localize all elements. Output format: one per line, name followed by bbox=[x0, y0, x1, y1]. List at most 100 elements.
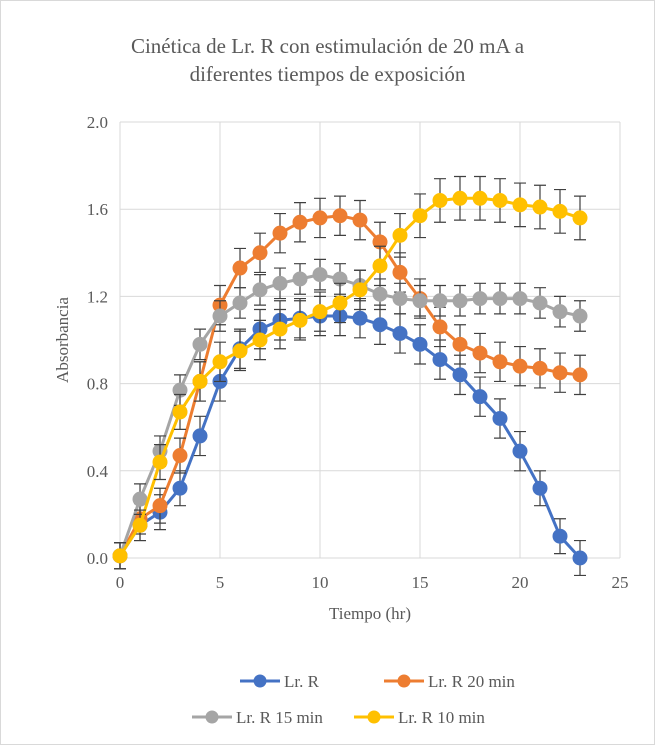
legend-label: Lr. R 20 min bbox=[428, 672, 515, 691]
data-point bbox=[452, 367, 468, 383]
data-point bbox=[392, 325, 408, 341]
series-line bbox=[118, 196, 581, 557]
data-point bbox=[232, 260, 248, 276]
data-point bbox=[432, 319, 448, 335]
data-point bbox=[412, 293, 428, 309]
data-point bbox=[372, 317, 388, 333]
legend-item: Lr. R 20 min bbox=[384, 672, 515, 691]
y-tick-label: 0.4 bbox=[87, 462, 109, 481]
data-point bbox=[492, 192, 508, 208]
legend-item: Lr. R 15 min bbox=[192, 708, 323, 727]
data-point bbox=[272, 275, 288, 291]
legend-item: Lr. R 10 min bbox=[354, 708, 485, 727]
data-point bbox=[452, 336, 468, 352]
chart-title-line1: Cinética de Lr. R con estimulación de 20… bbox=[130, 34, 525, 58]
data-point bbox=[172, 404, 188, 420]
y-tick-label: 1.2 bbox=[87, 287, 108, 306]
x-axis-ticks: 0 5 10 15 20 25 bbox=[116, 573, 629, 592]
series-3 bbox=[112, 175, 588, 570]
legend-item: Lr. R bbox=[240, 672, 320, 691]
data-point bbox=[292, 312, 308, 328]
data-point bbox=[572, 308, 588, 324]
series-line bbox=[118, 214, 581, 557]
chart-title-line2: diferentes tiempos de exposición bbox=[189, 62, 466, 86]
data-point bbox=[532, 199, 548, 215]
data-point bbox=[332, 295, 348, 311]
data-point bbox=[392, 291, 408, 307]
data-point bbox=[172, 448, 188, 464]
legend-marker bbox=[205, 710, 219, 724]
data-point bbox=[132, 517, 148, 533]
chart-title: Cinética de Lr. R con estimulación de 20… bbox=[0, 32, 655, 88]
x-axis-title: Tiempo (hr) bbox=[329, 604, 411, 623]
data-point bbox=[492, 291, 508, 307]
data-point bbox=[252, 245, 268, 261]
data-point bbox=[432, 352, 448, 368]
legend-marker bbox=[367, 710, 381, 724]
data-point bbox=[192, 336, 208, 352]
data-point bbox=[292, 214, 308, 230]
x-tick-label: 0 bbox=[116, 573, 125, 592]
series-line bbox=[118, 314, 582, 560]
data-point bbox=[552, 365, 568, 381]
data-point bbox=[132, 491, 148, 507]
legend-label: Lr. R 15 min bbox=[236, 708, 323, 727]
x-tick-label: 20 bbox=[512, 573, 529, 592]
data-point bbox=[352, 282, 368, 298]
y-tick-label: 0.8 bbox=[87, 375, 108, 394]
data-point bbox=[372, 258, 388, 274]
data-point bbox=[472, 389, 488, 405]
y-tick-label: 0.0 bbox=[87, 549, 108, 568]
data-point bbox=[212, 308, 228, 324]
data-point bbox=[292, 271, 308, 287]
y-axis-ticks: 0.0 0.4 0.8 1.2 1.6 2.0 bbox=[87, 113, 109, 568]
legend-marker bbox=[253, 674, 267, 688]
data-point bbox=[252, 332, 268, 348]
data-point bbox=[352, 212, 368, 228]
data-point bbox=[412, 336, 428, 352]
data-point bbox=[452, 190, 468, 206]
data-point bbox=[512, 197, 528, 213]
x-tick-label: 25 bbox=[612, 573, 629, 592]
data-point bbox=[232, 343, 248, 359]
x-tick-label: 5 bbox=[216, 573, 225, 592]
data-point bbox=[232, 295, 248, 311]
legend: Lr. R Lr. R 20 min Lr. R 15 min Lr. R 10 mi… bbox=[192, 672, 515, 727]
data-point bbox=[392, 264, 408, 280]
data-point bbox=[312, 210, 328, 226]
data-point bbox=[392, 227, 408, 243]
data-point bbox=[352, 310, 368, 326]
data-point bbox=[532, 360, 548, 376]
data-point bbox=[552, 304, 568, 320]
plot-area bbox=[112, 175, 588, 577]
data-point bbox=[152, 454, 168, 470]
data-point bbox=[252, 282, 268, 298]
data-point bbox=[312, 267, 328, 283]
data-point bbox=[512, 291, 528, 307]
data-point bbox=[412, 208, 428, 224]
y-tick-label: 1.6 bbox=[87, 200, 108, 219]
data-point bbox=[512, 443, 528, 459]
data-point bbox=[172, 480, 188, 496]
data-point bbox=[532, 295, 548, 311]
data-point bbox=[372, 286, 388, 302]
data-point bbox=[572, 367, 588, 383]
x-tick-label: 15 bbox=[412, 573, 429, 592]
data-point bbox=[572, 210, 588, 226]
y-tick-label: 2.0 bbox=[87, 113, 108, 132]
data-point bbox=[472, 291, 488, 307]
legend-label: Lr. R bbox=[284, 672, 320, 691]
data-point bbox=[192, 428, 208, 444]
data-point bbox=[532, 480, 548, 496]
data-point bbox=[112, 548, 128, 564]
data-point bbox=[272, 225, 288, 241]
data-point bbox=[572, 550, 588, 566]
data-point bbox=[312, 304, 328, 320]
y-axis-title: Absorbancia bbox=[53, 297, 72, 383]
data-point bbox=[212, 354, 228, 370]
data-point bbox=[492, 410, 508, 426]
data-point bbox=[192, 373, 208, 389]
data-point bbox=[552, 528, 568, 544]
data-point bbox=[332, 208, 348, 224]
